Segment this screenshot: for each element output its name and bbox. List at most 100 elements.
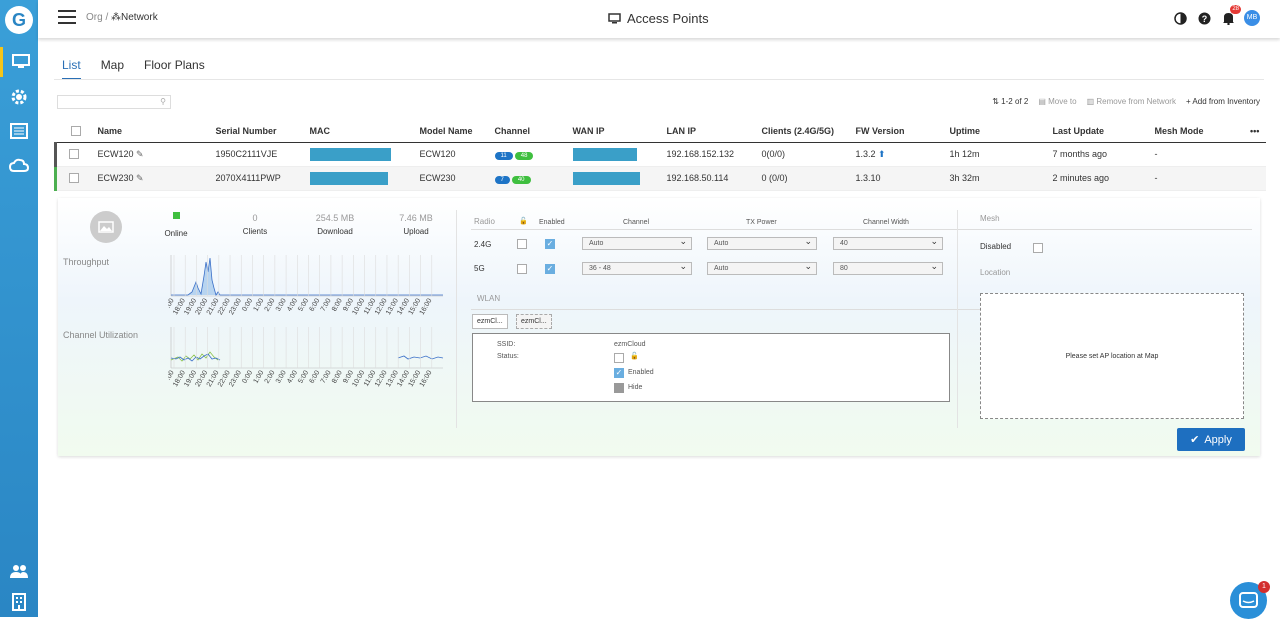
wlan-tab-1[interactable]: ezmCl... (472, 314, 508, 329)
online-indicator (173, 212, 180, 219)
col-lan-ip[interactable]: LAN IP (667, 120, 762, 142)
online-status: Online (156, 212, 196, 238)
tab-divider (54, 79, 1264, 80)
channel-5g-badge: 40 (512, 176, 531, 184)
clients-value: 0 (235, 213, 275, 223)
status-label: Status: (497, 353, 519, 360)
search-icon: ⚲ (160, 97, 166, 106)
width-5g-select[interactable]: 80 (833, 262, 943, 275)
ap-detail-panel: Online 0 Clients 254.5 MB Download 7.46 … (58, 198, 1260, 456)
users-icon[interactable] (0, 556, 38, 586)
divider (957, 210, 958, 428)
col-clients[interactable]: Clients (2.4G/5G) (762, 120, 856, 142)
monitor-icon[interactable] (0, 47, 38, 77)
image-placeholder-icon (90, 211, 122, 243)
radio-24g-enabled-checkbox[interactable]: ✓ (545, 239, 555, 249)
tab-list[interactable]: List (62, 58, 81, 80)
page-title-text: Access Points (627, 11, 709, 26)
bell-icon[interactable]: 28 (1220, 10, 1236, 26)
time-tick-label: 2:00 (264, 369, 277, 384)
col-uptime[interactable]: Uptime (950, 120, 1053, 142)
download-value: 254.5 MB (305, 213, 365, 223)
more-options-icon[interactable]: ••• (1250, 120, 1266, 142)
mesh-checkbox[interactable] (1033, 243, 1043, 253)
building-icon[interactable] (0, 587, 38, 617)
apply-button[interactable]: ✔ Apply (1177, 428, 1245, 451)
channel-5g-select[interactable]: 36 - 48 (582, 262, 692, 275)
remove-label: Remove from Network (1096, 97, 1176, 106)
location-map-box[interactable]: Please set AP location at Map (980, 293, 1244, 419)
row-checkbox[interactable] (56, 166, 98, 190)
hide-checkbox[interactable] (614, 383, 624, 393)
breadcrumb-network[interactable]: Network (121, 12, 158, 23)
upload-value: 7.46 MB (386, 213, 446, 223)
cloud-icon[interactable] (0, 151, 38, 181)
fw-version: 1.3.2 ⬆ (856, 142, 950, 166)
menu-icon[interactable] (58, 10, 76, 24)
avatar[interactable]: MB (1244, 10, 1260, 26)
ap-name-text[interactable]: ECW230 (98, 173, 134, 183)
clients: 0(0/0) (762, 142, 856, 166)
contrast-icon[interactable] (1172, 10, 1188, 26)
table-row[interactable]: ECW120 ✎ 1950C2111VJE ECW120 11 48 192.16… (56, 142, 1267, 166)
ap-name[interactable]: ECW230 ✎ (98, 166, 216, 190)
time-tick-label: 5:00 (297, 369, 310, 384)
breadcrumb-org[interactable]: Org (86, 12, 103, 23)
network-icon: ⁂ (111, 12, 121, 23)
col-serial[interactable]: Serial Number (216, 120, 310, 142)
tab-floor-plans[interactable]: Floor Plans (144, 58, 205, 80)
ap-name-text[interactable]: ECW120 (98, 149, 134, 159)
search-input[interactable]: ⚲ (57, 95, 171, 109)
apply-label: Apply (1204, 434, 1232, 446)
col-mac[interactable]: MAC (310, 120, 420, 142)
wlan-divider (471, 309, 1004, 310)
radio-24g-lock-checkbox[interactable] (517, 239, 527, 249)
col-fw[interactable]: FW Version (856, 120, 950, 142)
col-model[interactable]: Model Name (420, 120, 495, 142)
help-icon[interactable]: ? (1196, 10, 1212, 26)
radio-5g-enabled-checkbox[interactable]: ✓ (545, 264, 555, 274)
radio-5g-lock-checkbox[interactable] (517, 264, 527, 274)
tab-map[interactable]: Map (101, 58, 124, 80)
status-checkbox[interactable] (614, 353, 624, 363)
time-tick-label: 6:00 (309, 369, 322, 384)
upgrade-icon[interactable]: ⬆ (878, 149, 886, 159)
last-update: 2 minutes ago (1053, 166, 1155, 190)
wlan-tab-2[interactable]: ezmCl... (516, 314, 552, 329)
ssid-value: ezmCloud (614, 341, 646, 348)
ap-name[interactable]: ECW120 ✎ (98, 142, 216, 166)
col-mesh[interactable]: Mesh Mode (1155, 120, 1251, 142)
app-logo[interactable]: G (5, 6, 33, 34)
edit-icon[interactable]: ✎ (136, 173, 144, 183)
enabled-checkbox[interactable]: ✓ (614, 368, 624, 378)
gear-icon[interactable] (0, 82, 38, 112)
row-checkbox[interactable] (56, 142, 98, 166)
tx-5g-select[interactable]: Auto (707, 262, 817, 275)
table-row[interactable]: ECW230 ✎ 2070X4111PWP ECW230 7 40 192.168… (56, 166, 1267, 190)
channel-24g-badge: 7 (495, 176, 510, 184)
edit-icon[interactable]: ✎ (136, 149, 144, 159)
upload-stat: 7.46 MB Upload (386, 213, 446, 236)
wlan-label: WLAN (477, 294, 500, 303)
report-icon[interactable] (0, 116, 38, 146)
time-tick-label: 5:00 (297, 297, 310, 312)
col-channel[interactable]: Channel (495, 120, 573, 142)
lock-icon: 🔓 (519, 217, 528, 225)
select-all-checkbox[interactable] (56, 120, 98, 142)
download-label: Download (317, 227, 353, 236)
mac-redacted (310, 142, 420, 166)
remove-button[interactable]: ▥ Remove from Network (1087, 97, 1176, 106)
width-24g-select[interactable]: 40 (833, 237, 943, 250)
hide-label: Hide (628, 384, 642, 391)
sort-pagination[interactable]: ⇅ 1-2 of 2 (992, 97, 1028, 106)
add-from-inventory-button[interactable]: + Add from Inventory (1186, 97, 1260, 106)
col-name[interactable]: Name (98, 120, 216, 142)
col-last-update[interactable]: Last Update (1053, 120, 1155, 142)
tx-24g-select[interactable]: Auto (707, 237, 817, 250)
channel-24g-select[interactable]: Auto (582, 237, 692, 250)
col-wan-ip[interactable]: WAN IP (573, 120, 667, 142)
move-to-button[interactable]: ▤ Move to (1038, 97, 1076, 106)
list-actions: ⇅ 1-2 of 2 ▤ Move to ▥ Remove from Netwo… (992, 97, 1260, 106)
fw-version: 1.3.10 (856, 166, 950, 190)
move-to-label: Move to (1048, 97, 1076, 106)
